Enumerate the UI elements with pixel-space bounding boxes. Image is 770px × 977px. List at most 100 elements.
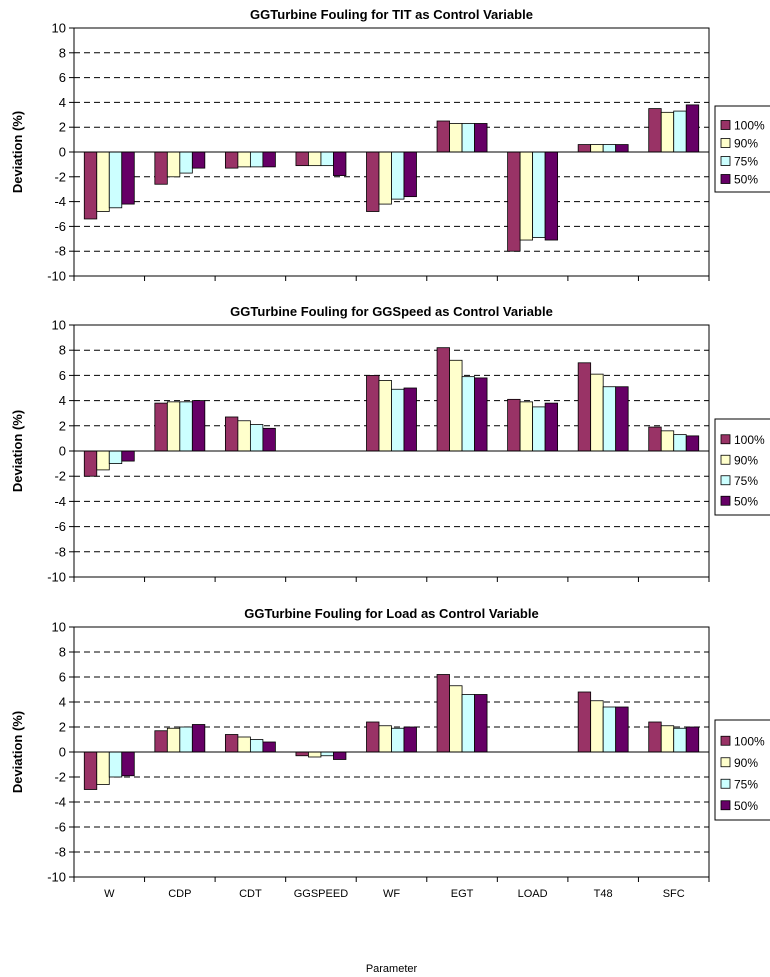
bar-90pct-cdt	[237, 151, 251, 168]
y-tick-label: 6	[59, 670, 66, 685]
bar-90pct-sfc	[660, 430, 675, 452]
y-tick-label: -6	[54, 519, 66, 534]
chart-title: GGTurbine Fouling for Load as Control Va…	[244, 606, 538, 621]
y-tick-label: 4	[59, 393, 66, 408]
bar-100pct-t48	[577, 362, 592, 452]
legend-swatch	[720, 735, 731, 746]
bar-75pct-cdt	[249, 424, 264, 452]
bar-50pct-wf	[403, 151, 417, 198]
legend: 100% 90% 75% 50%	[714, 105, 770, 193]
bar-50pct-t48	[615, 144, 629, 153]
y-axis-label: Deviation (%)	[10, 410, 25, 492]
y-tick-label: -10	[47, 269, 66, 284]
legend-label: 90%	[734, 756, 758, 770]
bar-90pct-cdp	[166, 401, 181, 452]
chart-3: GGTurbine Fouling for Load as Control Va…	[10, 606, 770, 975]
bar-50pct-load	[544, 151, 559, 241]
bar-75pct-ggspeed	[320, 751, 334, 757]
x-tick-label: SFC	[663, 888, 685, 900]
bar-75pct-sfc	[673, 727, 687, 753]
legend-label: 50%	[734, 799, 758, 813]
y-tick-label: 4	[59, 95, 66, 110]
bar-75pct-egt	[461, 376, 475, 452]
bar-75pct-load	[532, 151, 546, 238]
bar-100pct-wf	[366, 374, 380, 452]
bar-50pct-t48	[615, 706, 629, 753]
y-tick-label: -4	[54, 194, 66, 209]
bar-90pct-load	[519, 401, 534, 452]
y-tick-label: 6	[59, 70, 66, 85]
y-tick-label: 0	[59, 745, 66, 760]
bar-50pct-ggspeed	[333, 751, 347, 760]
y-tick-label: -6	[54, 820, 66, 835]
legend-label: 75%	[734, 777, 758, 791]
x-tick-label: WF	[383, 888, 400, 900]
bar-50pct-wf	[403, 726, 417, 753]
y-tick-label: -8	[54, 544, 66, 559]
legend: 100% 90% 75% 50%	[714, 719, 770, 821]
x-axis-label: Parameter	[366, 963, 418, 975]
bar-50pct-sfc	[685, 435, 700, 452]
bar-100pct-cdt	[224, 151, 239, 169]
bar-50pct-cdt	[262, 151, 276, 168]
chart-2: GGTurbine Fouling for GGSpeed as Control…	[10, 304, 770, 585]
bar-75pct-wf	[391, 151, 405, 200]
bar-90pct-egt	[449, 123, 463, 153]
legend-label: 75%	[734, 155, 758, 169]
bar-100pct-t48	[577, 691, 592, 753]
bar-100pct-egt	[436, 674, 450, 753]
legend-label: 50%	[734, 494, 758, 508]
legend-swatch	[720, 778, 731, 789]
bar-100pct-sfc	[648, 721, 662, 753]
legend-swatch	[720, 174, 731, 184]
bar-90pct-ggspeed	[308, 151, 322, 167]
legend-label: 100%	[734, 734, 765, 748]
y-tick-label: 2	[59, 120, 66, 135]
legend-swatch	[720, 120, 731, 130]
legend-swatch	[720, 475, 731, 486]
bar-50pct-cdp	[191, 724, 206, 753]
bar-90pct-load	[519, 151, 534, 241]
bar-100pct-sfc	[648, 426, 662, 452]
bar-90pct-wf	[378, 151, 392, 205]
bar-75pct-sfc	[673, 110, 687, 153]
bar-75pct-sfc	[673, 434, 687, 452]
legend-swatch	[720, 156, 731, 166]
legend-swatch	[720, 434, 731, 445]
bar-90pct-cdp	[166, 151, 181, 178]
bar-75pct-load	[532, 406, 546, 452]
bar-50pct-ggspeed	[333, 151, 347, 176]
bar-50pct-egt	[474, 377, 488, 452]
bar-90pct-egt	[449, 685, 463, 753]
bar-90pct-t48	[590, 373, 604, 452]
legend-label: 100%	[734, 119, 765, 133]
y-tick-label: 2	[59, 418, 66, 433]
bar-100pct-w	[83, 751, 98, 790]
y-tick-label: -2	[54, 469, 66, 484]
bar-100pct-load	[507, 398, 521, 452]
bar-100pct-w	[83, 151, 98, 220]
bar-100pct-cdp	[154, 402, 168, 452]
bar-75pct-cdt	[249, 151, 264, 168]
bar-50pct-cdp	[191, 151, 206, 169]
bar-100pct-ggspeed	[295, 751, 309, 757]
legend-label: 90%	[734, 137, 758, 151]
y-tick-label: 10	[52, 21, 66, 36]
y-tick-label: 8	[59, 343, 66, 358]
bar-100pct-wf	[366, 151, 380, 212]
bar-90pct-t48	[590, 700, 604, 753]
y-tick-label: -4	[54, 494, 66, 509]
y-tick-label: 6	[59, 368, 66, 383]
bar-50pct-egt	[474, 123, 488, 153]
legend-swatch	[720, 800, 731, 811]
bar-75pct-t48	[602, 144, 617, 153]
x-tick-label: CDT	[239, 888, 262, 900]
legend-label: 75%	[734, 474, 758, 488]
bar-100pct-t48	[577, 144, 592, 153]
bar-100pct-egt	[436, 347, 450, 452]
bar-75pct-cdp	[179, 401, 193, 452]
bar-100pct-wf	[366, 721, 380, 753]
bar-50pct-w	[121, 151, 135, 205]
bar-90pct-cdp	[166, 727, 181, 753]
bar-90pct-cdt	[237, 420, 251, 452]
